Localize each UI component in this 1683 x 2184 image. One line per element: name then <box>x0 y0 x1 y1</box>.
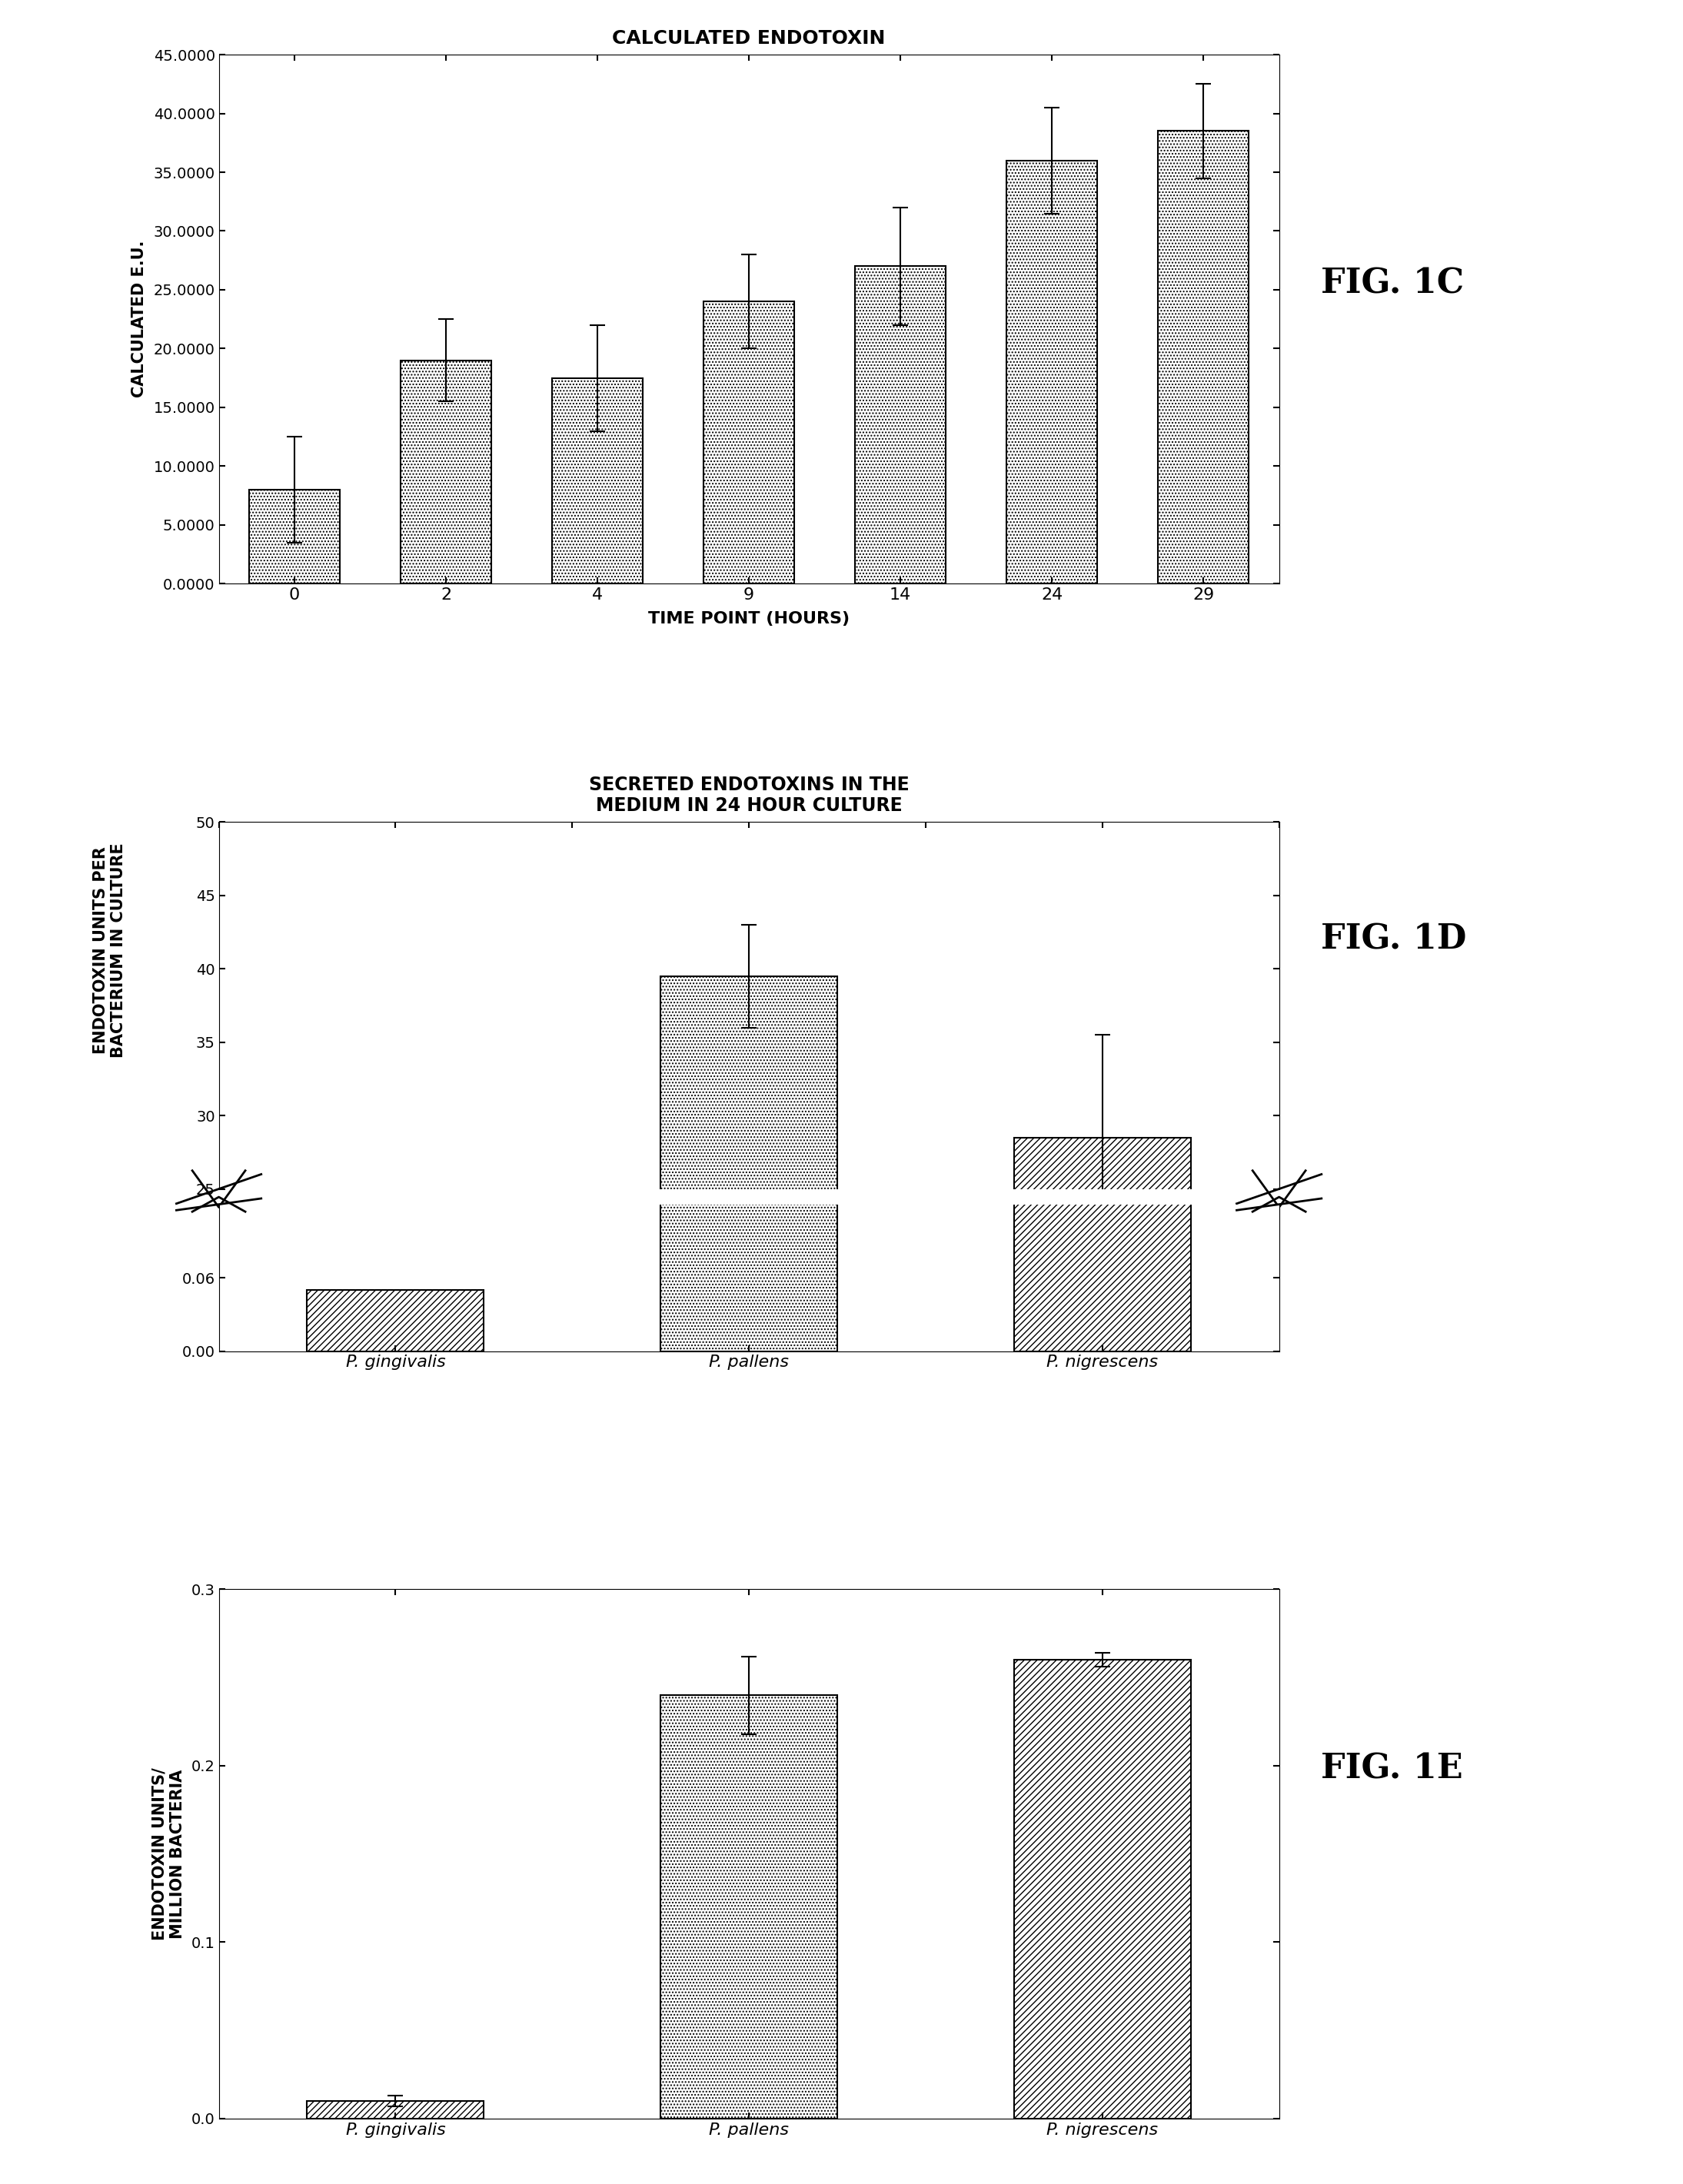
Bar <box>552 378 643 583</box>
Bar <box>855 266 946 583</box>
Text: FIG. 1D: FIG. 1D <box>1321 922 1468 957</box>
Bar <box>306 1291 485 1352</box>
Bar <box>1013 1660 1192 2118</box>
Bar <box>660 976 838 1555</box>
Title: SECRETED ENDOTOXINS IN THE
MEDIUM IN 24 HOUR CULTURE: SECRETED ENDOTOXINS IN THE MEDIUM IN 24 … <box>589 775 909 815</box>
Bar <box>703 301 794 583</box>
Bar <box>1006 159 1097 583</box>
Bar <box>401 360 491 583</box>
Bar <box>1158 131 1249 583</box>
Bar <box>660 1695 838 2118</box>
Bar <box>660 0 838 1352</box>
Bar <box>1013 1138 1192 1555</box>
Bar <box>1013 0 1192 1352</box>
Text: FIG. 1E: FIG. 1E <box>1321 1752 1463 1787</box>
Title: CALCULATED ENDOTOXIN: CALCULATED ENDOTOXIN <box>613 28 885 48</box>
Y-axis label: ENDOTOXIN UNITS/
MILLION BACTERIA: ENDOTOXIN UNITS/ MILLION BACTERIA <box>151 1767 185 1939</box>
X-axis label: TIME POINT (HOURS): TIME POINT (HOURS) <box>648 612 850 627</box>
Bar <box>306 2101 485 2118</box>
Y-axis label: CALCULATED E.U.: CALCULATED E.U. <box>131 240 146 397</box>
Bar <box>249 489 340 583</box>
Text: FIG. 1C: FIG. 1C <box>1321 266 1464 301</box>
Text: ENDOTOXIN UNITS PER
BACTERIUM IN CULTURE: ENDOTOXIN UNITS PER BACTERIUM IN CULTURE <box>93 843 126 1057</box>
